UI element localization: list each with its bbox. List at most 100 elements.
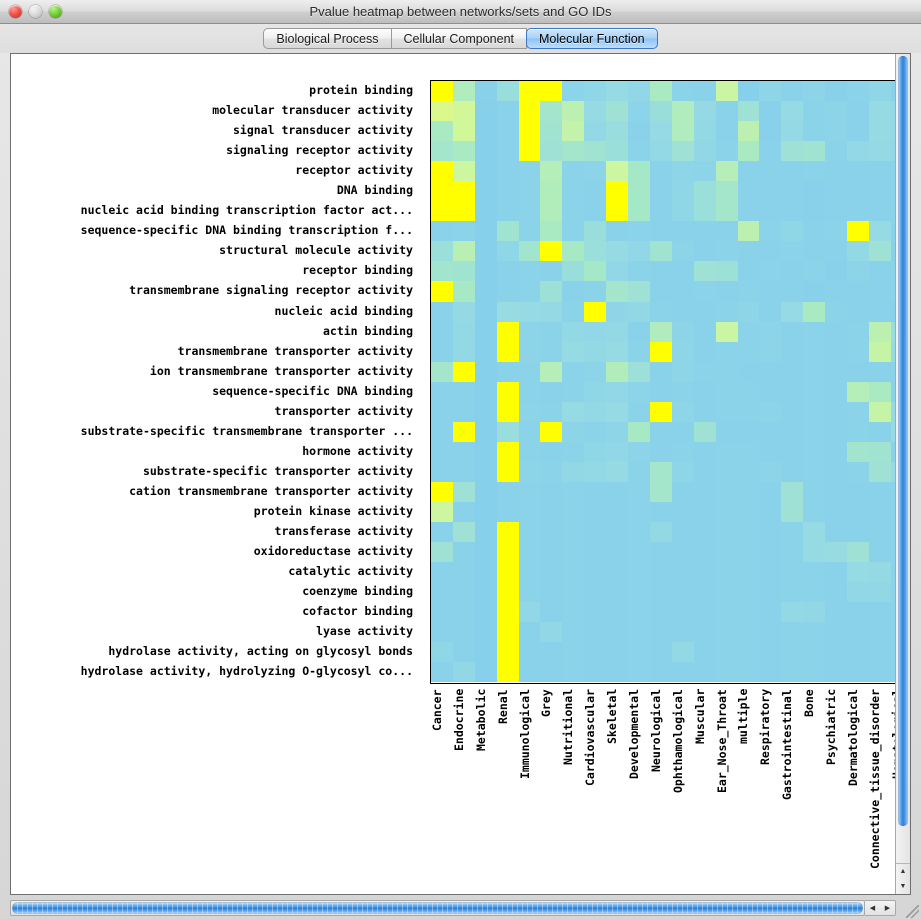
- heatmap-cell[interactable]: [693, 241, 716, 262]
- heatmap-cell[interactable]: [803, 201, 826, 222]
- heatmap-cell[interactable]: [540, 502, 563, 523]
- tab-molecular-function[interactable]: Molecular Function: [526, 28, 658, 49]
- heatmap-cell[interactable]: [715, 502, 738, 523]
- heatmap-cell[interactable]: [518, 281, 541, 302]
- heatmap-cell[interactable]: [518, 321, 541, 342]
- heatmap-cell[interactable]: [825, 201, 848, 222]
- heatmap-cell[interactable]: [452, 281, 475, 302]
- heatmap-cell[interactable]: [847, 361, 869, 382]
- heatmap-cell[interactable]: [781, 101, 804, 122]
- heatmap-cell[interactable]: [584, 642, 607, 663]
- heatmap-cell[interactable]: [890, 582, 895, 603]
- heatmap-cell[interactable]: [649, 542, 672, 563]
- heatmap-cell[interactable]: [825, 542, 848, 563]
- heatmap-cell[interactable]: [431, 241, 453, 262]
- heatmap-cell[interactable]: [562, 642, 585, 663]
- heatmap-grid[interactable]: [430, 80, 895, 684]
- heatmap-cell[interactable]: [431, 261, 453, 282]
- vertical-scrollbar-thumb[interactable]: [898, 56, 908, 826]
- heatmap-cell[interactable]: [737, 221, 760, 242]
- heatmap-cell[interactable]: [781, 161, 804, 182]
- heatmap-cell[interactable]: [671, 381, 694, 402]
- heatmap-cell[interactable]: [518, 361, 541, 382]
- heatmap-cell[interactable]: [518, 381, 541, 402]
- heatmap-cell[interactable]: [890, 361, 895, 382]
- heatmap-cell[interactable]: [474, 542, 497, 563]
- heatmap-cell[interactable]: [496, 321, 519, 342]
- heatmap-cell[interactable]: [825, 161, 848, 182]
- heatmap-cell[interactable]: [825, 381, 848, 402]
- heatmap-cell[interactable]: [781, 562, 804, 583]
- heatmap-cell[interactable]: [628, 381, 650, 402]
- heatmap-cell[interactable]: [496, 301, 519, 322]
- heatmap-cell[interactable]: [628, 642, 650, 663]
- heatmap-cell[interactable]: [606, 481, 629, 503]
- heatmap-cell[interactable]: [431, 341, 453, 362]
- heatmap-cell[interactable]: [606, 241, 629, 262]
- heatmap-cell[interactable]: [628, 622, 650, 643]
- heatmap-cell[interactable]: [496, 101, 519, 122]
- heatmap-cell[interactable]: [584, 502, 607, 523]
- heatmap-cell[interactable]: [847, 341, 869, 362]
- heatmap-cell[interactable]: [584, 281, 607, 302]
- heatmap-cell[interactable]: [781, 381, 804, 402]
- heatmap-cell[interactable]: [649, 221, 672, 242]
- heatmap-cell[interactable]: [628, 161, 650, 182]
- heatmap-cell[interactable]: [825, 522, 848, 543]
- heatmap-cell[interactable]: [693, 562, 716, 583]
- heatmap-cell[interactable]: [496, 622, 519, 643]
- heatmap-cell[interactable]: [693, 261, 716, 282]
- heatmap-cell[interactable]: [562, 582, 585, 603]
- heatmap-cell[interactable]: [649, 241, 672, 262]
- heatmap-cell[interactable]: [847, 81, 869, 102]
- heatmap-cell[interactable]: [431, 161, 453, 182]
- heatmap-cell[interactable]: [781, 181, 804, 202]
- heatmap-cell[interactable]: [628, 582, 650, 603]
- heatmap-cell[interactable]: [803, 121, 826, 142]
- heatmap-cell[interactable]: [825, 81, 848, 102]
- heatmap-cell[interactable]: [868, 481, 891, 503]
- heatmap-cell[interactable]: [868, 542, 891, 563]
- heatmap-cell[interactable]: [540, 542, 563, 563]
- heatmap-cell[interactable]: [868, 341, 891, 362]
- heatmap-cell[interactable]: [584, 602, 607, 623]
- heatmap-cell[interactable]: [868, 361, 891, 382]
- heatmap-cell[interactable]: [759, 201, 782, 222]
- heatmap-cell[interactable]: [715, 281, 738, 302]
- heatmap-cell[interactable]: [431, 281, 453, 302]
- heatmap-cell[interactable]: [781, 241, 804, 262]
- heatmap-cell[interactable]: [474, 582, 497, 603]
- heatmap-cell[interactable]: [606, 201, 629, 222]
- heatmap-cell[interactable]: [803, 642, 826, 663]
- heatmap-cell[interactable]: [628, 562, 650, 583]
- heatmap-cell[interactable]: [759, 562, 782, 583]
- heatmap-cell[interactable]: [671, 81, 694, 102]
- heatmap-cell[interactable]: [781, 622, 804, 643]
- heatmap-cell[interactable]: [431, 401, 453, 422]
- heatmap-cell[interactable]: [759, 301, 782, 322]
- heatmap-cell[interactable]: [715, 81, 738, 102]
- heatmap-cell[interactable]: [452, 141, 475, 162]
- heatmap-cell[interactable]: [584, 261, 607, 282]
- heatmap-cell[interactable]: [781, 461, 804, 482]
- heatmap-cell[interactable]: [671, 341, 694, 362]
- heatmap-cell[interactable]: [868, 141, 891, 162]
- heatmap-cell[interactable]: [606, 281, 629, 302]
- heatmap-cell[interactable]: [606, 461, 629, 482]
- heatmap-cell[interactable]: [781, 361, 804, 382]
- heatmap-cell[interactable]: [606, 101, 629, 122]
- heatmap-cell[interactable]: [693, 201, 716, 222]
- heatmap-cell[interactable]: [803, 562, 826, 583]
- heatmap-cell[interactable]: [649, 662, 672, 683]
- heatmap-cell[interactable]: [562, 602, 585, 623]
- heatmap-cell[interactable]: [452, 421, 475, 442]
- heatmap-cell[interactable]: [868, 121, 891, 142]
- heatmap-cell[interactable]: [562, 141, 585, 162]
- heatmap-cell[interactable]: [431, 602, 453, 623]
- heatmap-cell[interactable]: [562, 522, 585, 543]
- heatmap-cell[interactable]: [825, 241, 848, 262]
- heatmap-cell[interactable]: [671, 161, 694, 182]
- heatmap-cell[interactable]: [649, 201, 672, 222]
- heatmap-cell[interactable]: [540, 141, 563, 162]
- heatmap-cell[interactable]: [868, 101, 891, 122]
